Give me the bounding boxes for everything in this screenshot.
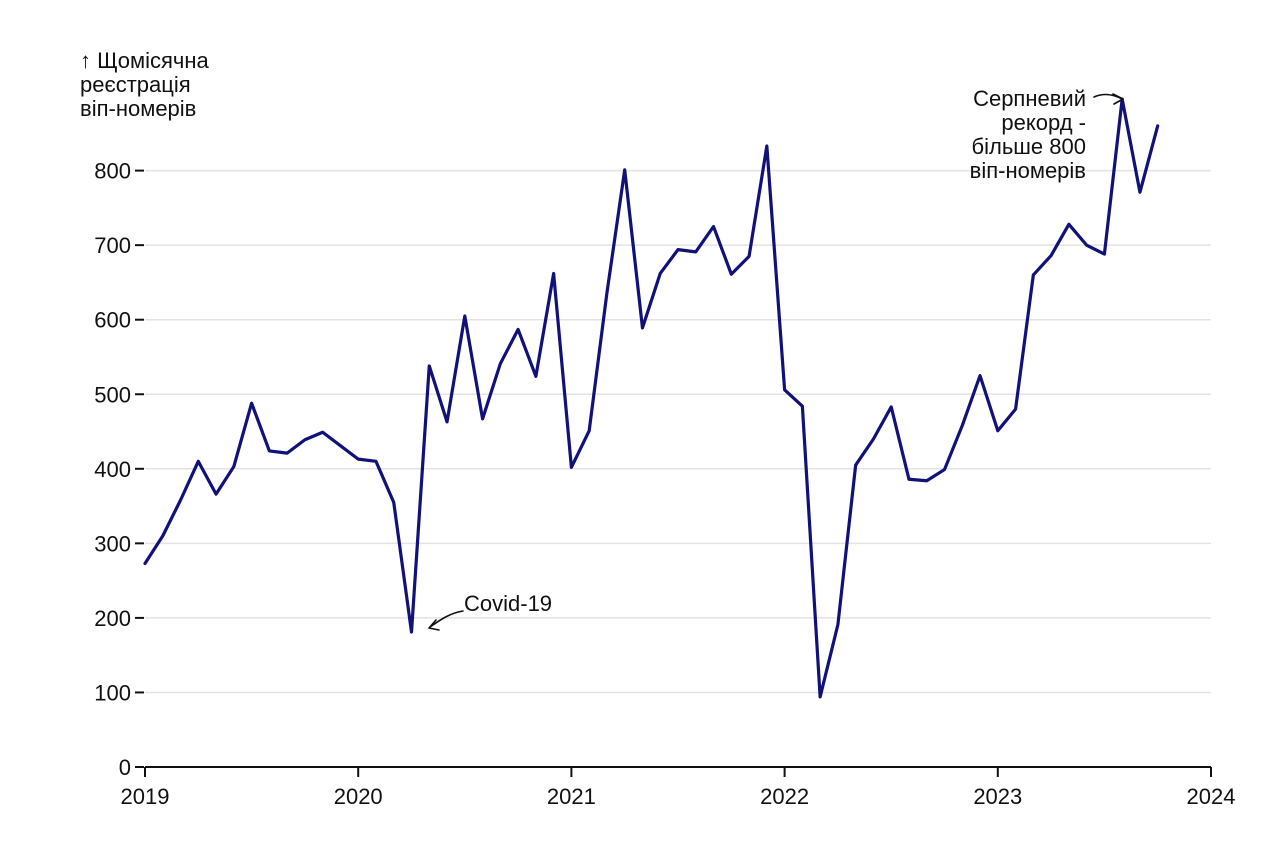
- annotation-record-arrowhead: [1112, 93, 1124, 105]
- y-axis-label-line-2: реєстрація: [80, 72, 191, 97]
- y-tick-label-200: 200: [94, 606, 131, 631]
- x-tick-label-2021: 2021: [547, 784, 596, 809]
- annotation-record-line-2: рекорд -: [1001, 110, 1086, 135]
- annotations: Covid-19 Серпневий рекорд - більше 800 в…: [428, 86, 1124, 631]
- y-axis-label-line-3: віп-номерів: [80, 96, 196, 121]
- y-axis-label-line-1: ↑ Щомісячна: [80, 48, 210, 73]
- y-axis-label: ↑ Щомісячна реєстрація віп-номерів: [80, 48, 210, 121]
- annotation-record-line-1: Серпневий: [973, 86, 1086, 111]
- series-line: [143, 97, 1160, 699]
- annotation-record-line-3: більше 800: [972, 134, 1087, 159]
- x-tick-label-2024: 2024: [1187, 784, 1236, 809]
- annotation-covid-arrow: [429, 610, 464, 628]
- gridlines: [145, 169, 1211, 694]
- y-tick-label-700: 700: [94, 233, 131, 258]
- y-tick-label-100: 100: [94, 680, 131, 705]
- x-axis: 2019 2020 2021 2022 2023 2024: [121, 766, 1236, 809]
- annotation-covid-arrowhead: [428, 619, 440, 631]
- y-tick-label-600: 600: [94, 308, 131, 333]
- x-tick-label-2022: 2022: [760, 784, 809, 809]
- series: [143, 97, 1160, 699]
- y-tick-label-800: 800: [94, 159, 131, 184]
- y-tick-label-0: 0: [119, 755, 131, 780]
- x-tick-label-2020: 2020: [334, 784, 383, 809]
- annotation-record-line-4: віп-номерів: [970, 158, 1086, 183]
- y-tick-label-500: 500: [94, 382, 131, 407]
- x-tick-label-2019: 2019: [121, 784, 170, 809]
- y-tick-label-400: 400: [94, 457, 131, 482]
- annotation-covid: Covid-19: [464, 591, 552, 616]
- y-tick-label-300: 300: [94, 531, 131, 556]
- y-axis: 0 100 200 300 400 500 600 700 800: [94, 159, 144, 780]
- x-tick-label-2023: 2023: [973, 784, 1022, 809]
